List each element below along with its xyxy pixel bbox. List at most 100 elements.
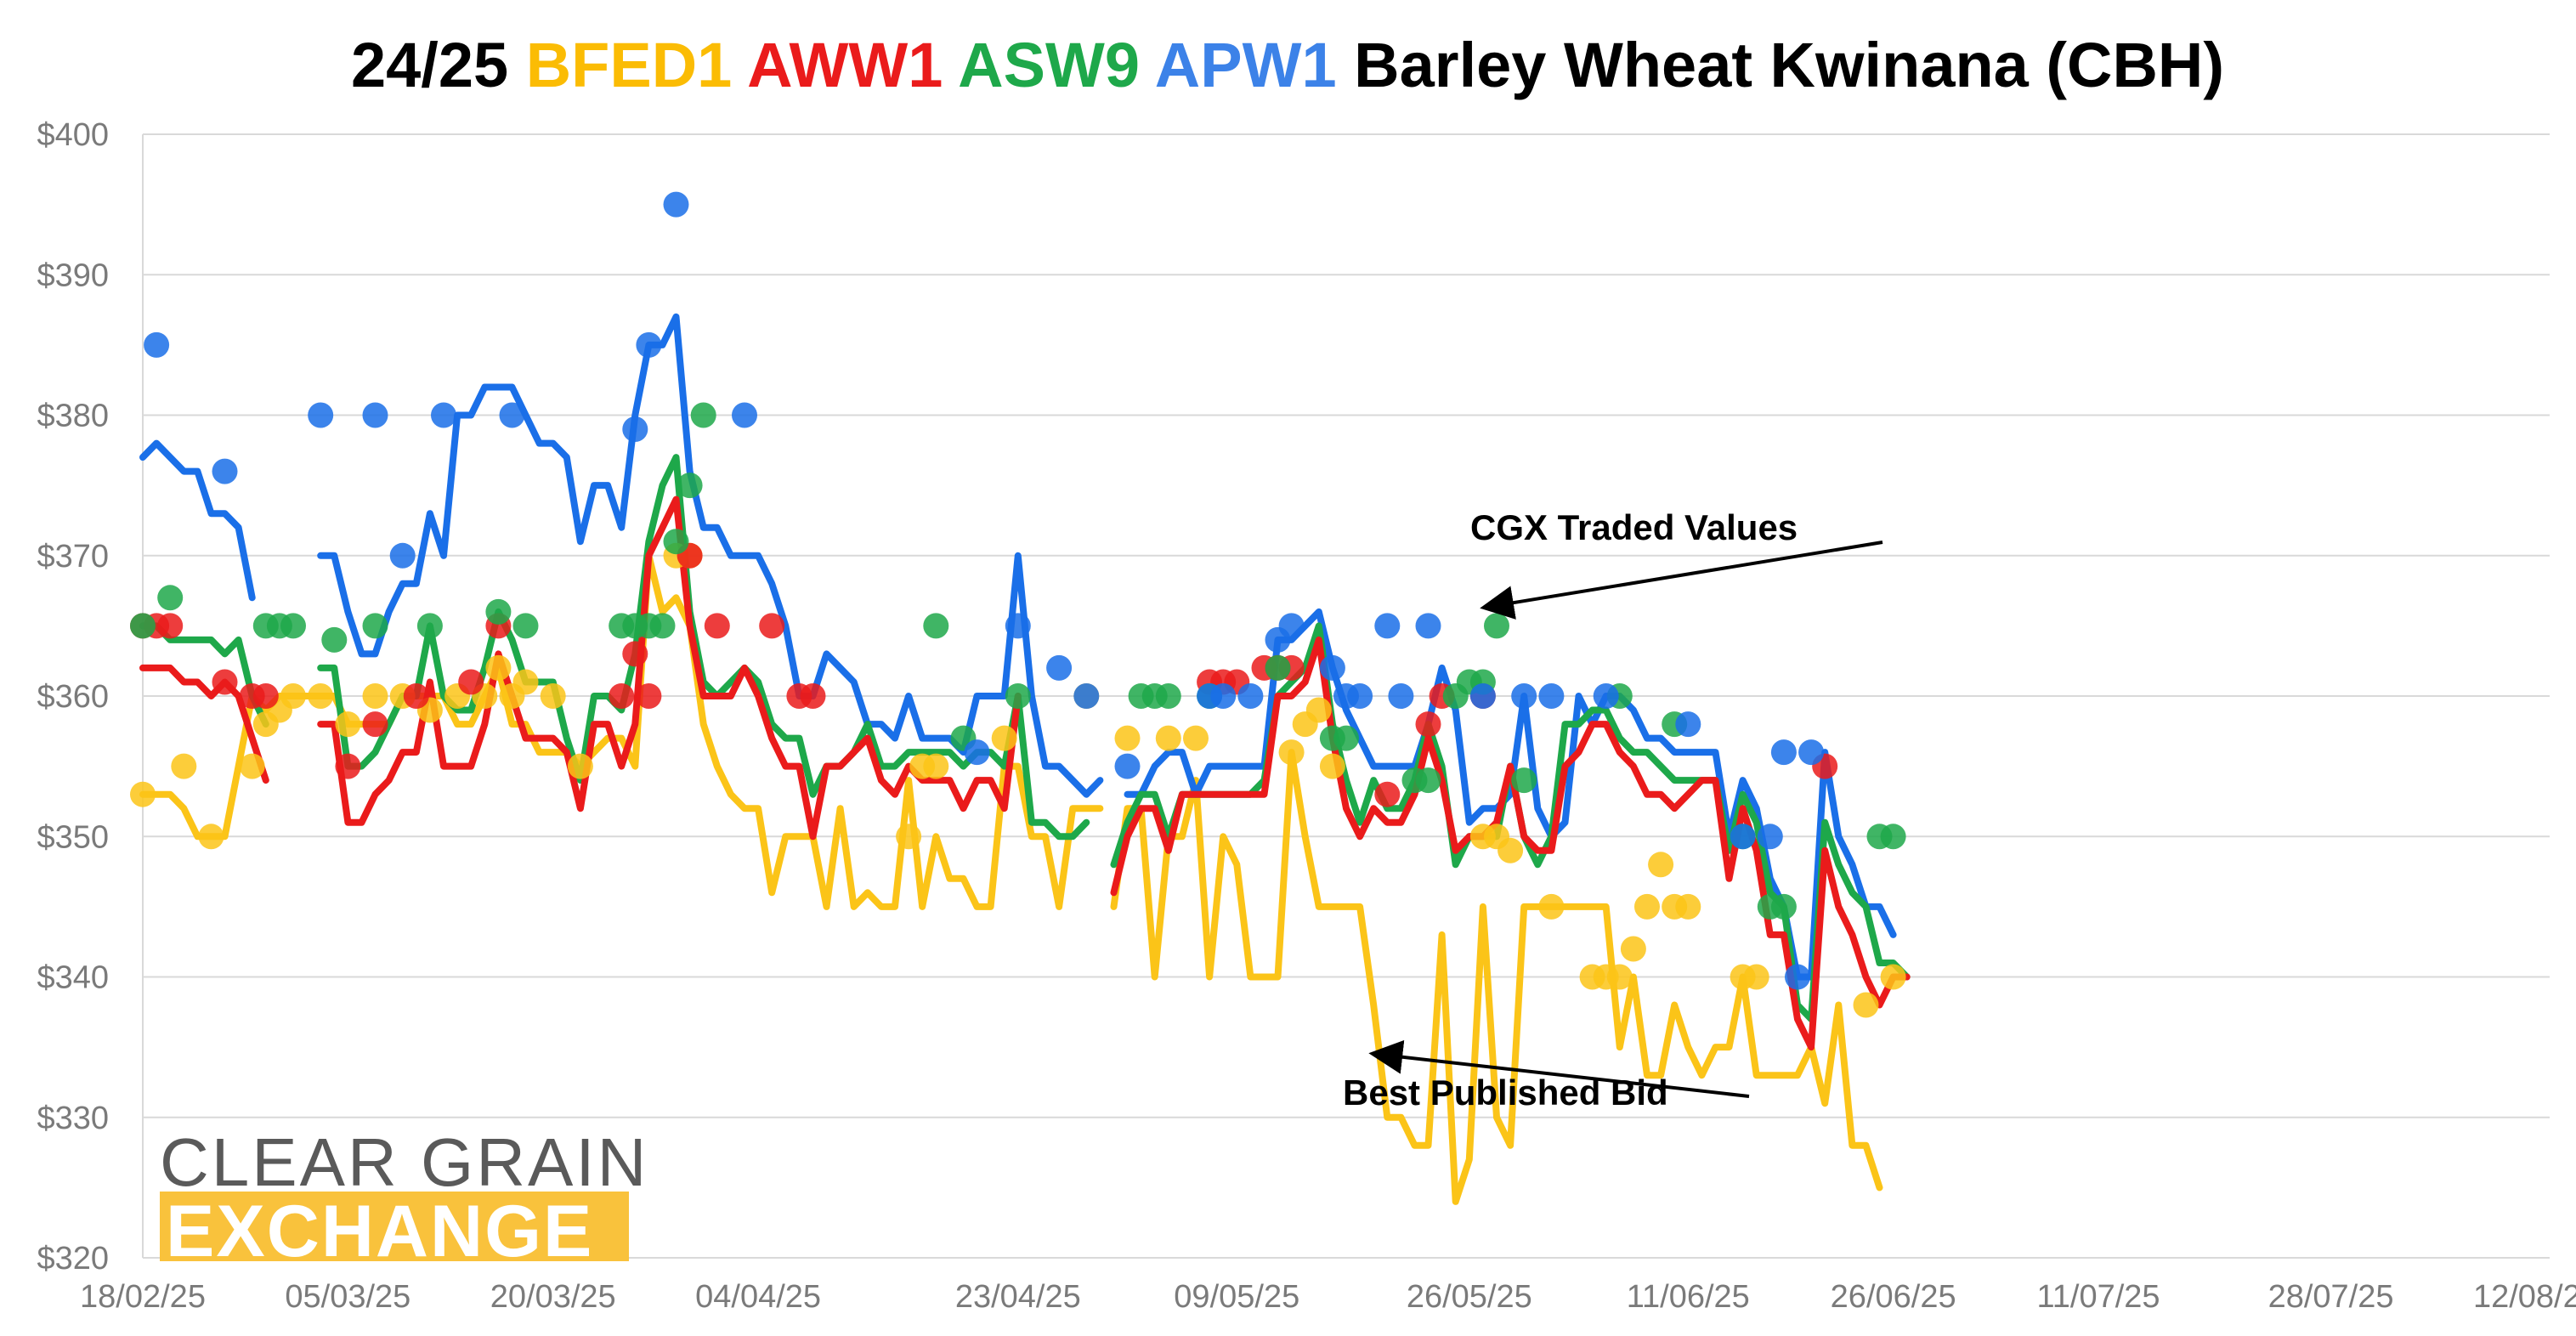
point-apw1	[1114, 753, 1141, 779]
point-asw9	[321, 626, 348, 653]
clear-grain-exchange-logo: CLEAR GRAIN EXCHANGE	[160, 1124, 648, 1272]
x-tick-label: 26/06/25	[1831, 1279, 1956, 1315]
point-bfed1	[335, 711, 361, 738]
point-bfed1	[1880, 964, 1906, 990]
x-tick-label: 12/08/25	[2473, 1279, 2576, 1315]
point-aww1	[362, 711, 388, 738]
point-asw9	[1155, 683, 1181, 709]
series-points	[130, 191, 1906, 1018]
point-asw9	[923, 613, 949, 639]
point-asw9	[1770, 893, 1797, 920]
point-asw9	[157, 585, 184, 611]
point-bfed1	[1497, 837, 1524, 863]
point-apw1	[1757, 824, 1783, 850]
point-bfed1	[1155, 725, 1181, 751]
title-part-0: 24/25	[351, 30, 526, 100]
arrow-cgx-traded-values	[1480, 541, 1883, 620]
point-aww1	[759, 613, 785, 639]
point-bfed1	[512, 669, 539, 695]
point-bfed1	[923, 753, 949, 779]
point-asw9	[362, 613, 388, 639]
x-tick-label: 11/06/25	[1627, 1279, 1750, 1315]
x-tick-label: 09/05/25	[1174, 1279, 1299, 1315]
point-apw1	[1278, 613, 1305, 639]
y-tick-label: $320	[37, 1241, 109, 1277]
point-apw1	[362, 402, 388, 428]
chart-title: 24/25 BFED1 AWW1 ASW9 APW1 Barley Wheat …	[351, 30, 2224, 100]
point-apw1	[1675, 711, 1701, 738]
point-apw1	[1347, 683, 1373, 709]
point-apw1	[308, 402, 334, 428]
point-apw1	[1210, 683, 1237, 709]
point-apw1	[1770, 739, 1797, 766]
point-apw1	[663, 191, 689, 218]
point-bfed1	[362, 683, 388, 709]
point-bfed1	[198, 824, 224, 850]
point-apw1	[1388, 683, 1414, 709]
point-bfed1	[567, 753, 593, 779]
y-tick-label: $340	[37, 960, 109, 996]
point-apw1	[1237, 683, 1264, 709]
x-tick-label: 18/02/25	[80, 1279, 206, 1315]
arrow-best-published-bid	[1368, 1039, 1750, 1098]
point-asw9	[485, 598, 512, 625]
point-bfed1	[1620, 936, 1646, 962]
point-aww1	[1415, 711, 1441, 738]
series-line-aww1	[139, 495, 1911, 1051]
title-part-1: BFED1	[526, 30, 733, 100]
point-bfed1	[280, 683, 306, 709]
point-aww1	[335, 753, 361, 779]
point-asw9	[1333, 725, 1359, 751]
point-bfed1	[1305, 697, 1332, 723]
point-bfed1	[1114, 725, 1141, 751]
point-aww1	[609, 683, 635, 709]
point-bfed1	[239, 753, 265, 779]
point-bfed1	[540, 683, 566, 709]
point-aww1	[1374, 781, 1401, 807]
title-part-3: ASW9	[943, 30, 1140, 100]
point-bfed1	[1606, 964, 1633, 990]
point-apw1	[1511, 683, 1537, 709]
point-aww1	[157, 613, 184, 639]
point-aww1	[704, 613, 730, 639]
point-aww1	[622, 641, 648, 667]
logo-line1: CLEAR GRAIN	[160, 1124, 648, 1200]
title-part-4: APW1	[1140, 30, 1337, 100]
annotations: CGX Traded Values Best Published Bid	[1343, 507, 1883, 1112]
point-bfed1	[130, 781, 156, 807]
point-asw9	[663, 529, 689, 555]
annotation-best-published-bid: Best Published Bid	[1343, 1073, 1668, 1112]
point-aww1	[212, 669, 238, 695]
point-aww1	[403, 683, 429, 709]
series-lines	[139, 313, 1911, 1205]
point-aww1	[800, 683, 826, 709]
point-apw1	[1798, 739, 1825, 766]
y-tick-label: $330	[37, 1101, 109, 1136]
y-tick-label: $380	[37, 399, 109, 434]
point-apw1	[964, 739, 990, 766]
point-apw1	[1073, 683, 1100, 709]
point-bfed1	[485, 654, 512, 681]
point-asw9	[677, 473, 703, 499]
point-asw9	[1484, 613, 1509, 639]
point-apw1	[1538, 683, 1565, 709]
point-apw1	[1319, 654, 1345, 681]
x-tick-label: 28/07/25	[2268, 1279, 2394, 1315]
x-tick-label: 05/03/25	[285, 1279, 410, 1315]
x-tick-label: 04/04/25	[695, 1279, 821, 1315]
point-apw1	[389, 542, 416, 569]
point-bfed1	[1675, 893, 1701, 920]
point-apw1	[499, 402, 525, 428]
point-aww1	[636, 683, 662, 709]
point-bfed1	[1183, 725, 1209, 751]
point-apw1	[1785, 964, 1810, 990]
x-tick-label: 23/04/25	[955, 1279, 1081, 1315]
point-asw9	[416, 613, 443, 639]
point-bfed1	[896, 824, 922, 850]
point-apw1	[1046, 654, 1073, 681]
point-bfed1	[308, 683, 334, 709]
logo-band	[160, 1192, 629, 1261]
point-apw1	[1593, 683, 1619, 709]
point-asw9	[649, 613, 676, 639]
